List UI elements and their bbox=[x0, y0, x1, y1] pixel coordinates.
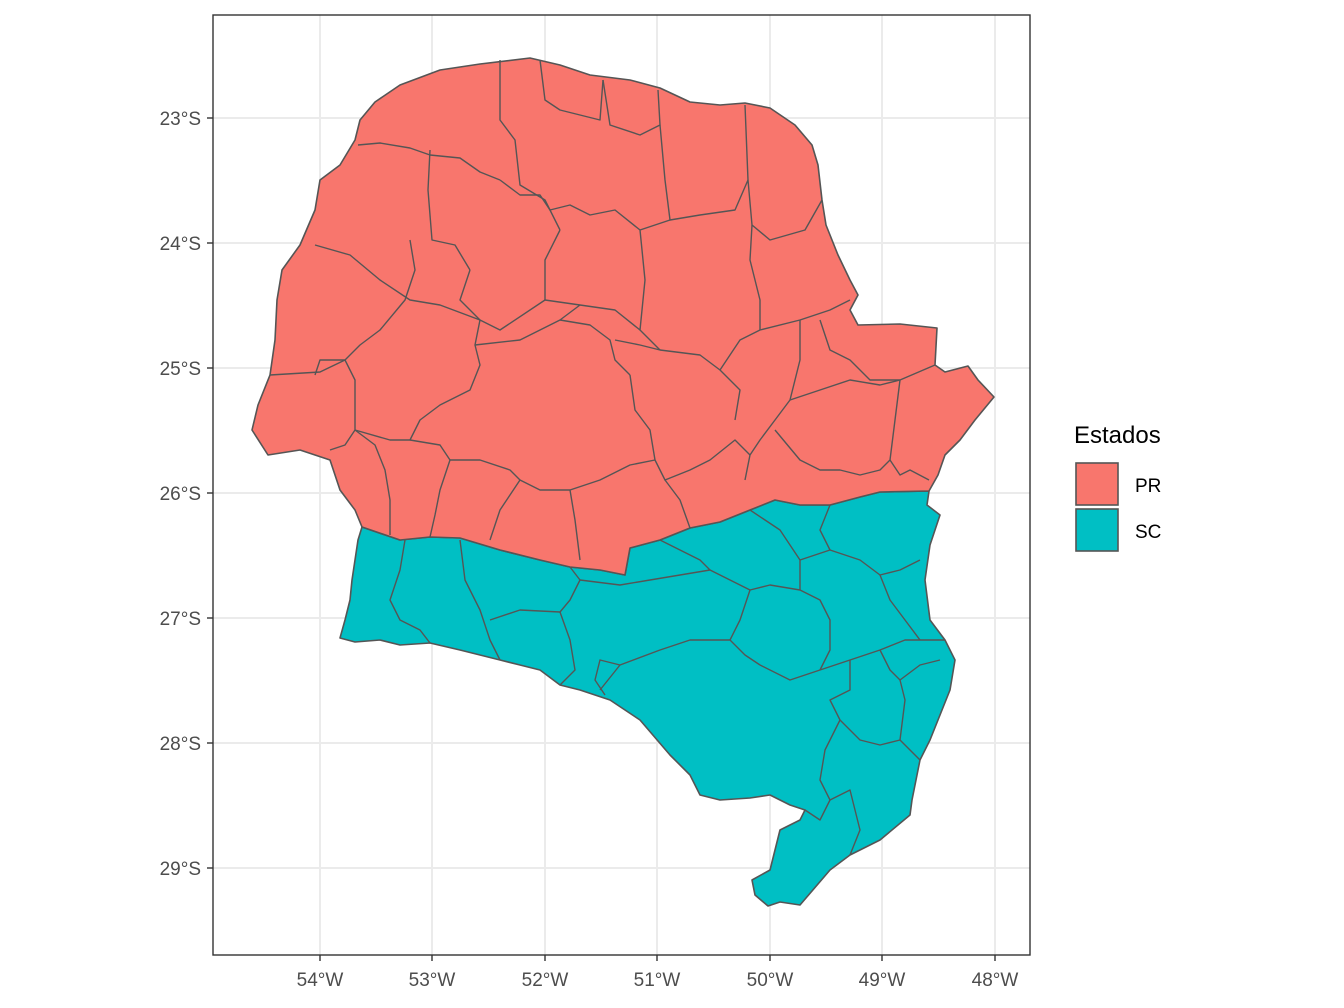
lat-tick-label: 28°S bbox=[160, 734, 201, 755]
plot-panel-border bbox=[212, 14, 1031, 956]
meso-border-sc-8 bbox=[659, 539, 711, 571]
lat-tick-label: 25°S bbox=[160, 359, 201, 380]
meso-border-pr-16 bbox=[474, 304, 631, 376]
meso-border-pr-12 bbox=[314, 244, 481, 321]
internal-borders bbox=[269, 59, 945, 856]
meso-border-pr-29 bbox=[519, 459, 656, 491]
meso-border-pr-6 bbox=[659, 124, 749, 221]
meso-border-pr-17 bbox=[614, 339, 741, 421]
lon-tick-label: 49°W bbox=[859, 970, 906, 991]
lat-tick-label: 23°S bbox=[160, 109, 201, 130]
meso-border-sc-12 bbox=[819, 504, 831, 551]
meso-border-sc-9 bbox=[749, 584, 831, 671]
meso-border-pr-30 bbox=[569, 489, 581, 561]
meso-border-pr-27 bbox=[409, 439, 451, 538]
meso-border-pr-31 bbox=[664, 479, 691, 529]
legend-label-pr: PR bbox=[1135, 476, 1161, 497]
meso-border-pr-20 bbox=[749, 224, 761, 330]
lon-tick-label: 50°W bbox=[747, 970, 794, 991]
meso-border-sc-7 bbox=[594, 659, 621, 696]
meso-border-pr-22 bbox=[744, 320, 801, 481]
meso-border-pr-2 bbox=[427, 149, 471, 271]
meso-border-sc-18 bbox=[879, 649, 941, 681]
meso-border-sc-14 bbox=[759, 639, 945, 681]
legend-label-sc: SC bbox=[1135, 522, 1161, 543]
meso-border-pr-14 bbox=[269, 359, 356, 451]
meso-border-pr-10 bbox=[544, 229, 641, 331]
meso-border-sc-10 bbox=[749, 509, 801, 590]
legend-key-pr bbox=[1075, 462, 1119, 506]
meso-border-pr-4 bbox=[539, 59, 604, 121]
lat-tick-label: 24°S bbox=[160, 234, 201, 255]
meso-border-sc-11 bbox=[799, 549, 921, 576]
meso-border-sc-4 bbox=[559, 611, 576, 686]
lon-tick-label: 52°W bbox=[522, 970, 569, 991]
legend: Estados PR SC bbox=[1074, 422, 1161, 552]
meso-border-pr-24 bbox=[774, 379, 901, 476]
lat-tick-label: 29°S bbox=[160, 859, 201, 880]
meso-border-pr-21 bbox=[819, 319, 936, 381]
meso-border-pr-13 bbox=[314, 239, 416, 376]
y-axis-labels: 23°S 24°S 25°S 26°S 27°S 28°S 29°S bbox=[160, 109, 201, 880]
lat-tick-label: 26°S bbox=[160, 484, 201, 505]
meso-border-pr-7 bbox=[744, 104, 823, 241]
meso-border-sc-13 bbox=[879, 574, 921, 641]
legend-key-sc bbox=[1075, 508, 1119, 552]
lat-tick-label: 27°S bbox=[160, 609, 201, 630]
legend-title: Estados bbox=[1074, 422, 1161, 449]
meso-border-sc-19 bbox=[899, 739, 921, 761]
meso-border-sc-16 bbox=[819, 719, 861, 856]
meso-border-pr-5 bbox=[602, 79, 661, 136]
axis-ticks bbox=[207, 117, 996, 961]
lon-tick-label: 48°W bbox=[972, 970, 1019, 991]
lon-tick-label: 53°W bbox=[409, 970, 456, 991]
lon-tick-label: 54°W bbox=[297, 970, 344, 991]
meso-border-sc-2 bbox=[459, 539, 501, 661]
meso-border-pr-8 bbox=[499, 179, 641, 231]
meso-border-sc-1 bbox=[389, 539, 431, 644]
lon-tick-label: 51°W bbox=[634, 970, 681, 991]
meso-border-pr-26 bbox=[354, 429, 391, 535]
meso-border-pr-19 bbox=[719, 299, 851, 371]
meso-border-sc-3 bbox=[489, 566, 581, 621]
meso-border-pr-9 bbox=[639, 219, 671, 351]
meso-border-pr-25 bbox=[889, 459, 930, 481]
meso-border-sc-17 bbox=[804, 799, 831, 821]
meso-border-pr-15 bbox=[354, 319, 481, 441]
meso-border-pr-23 bbox=[789, 379, 901, 401]
meso-border-pr-28 bbox=[450, 459, 521, 541]
meso-border-sc-15 bbox=[829, 660, 906, 746]
x-axis-labels: 54°W 53°W 52°W 51°W 50°W 49°W 48°W bbox=[297, 970, 1019, 991]
